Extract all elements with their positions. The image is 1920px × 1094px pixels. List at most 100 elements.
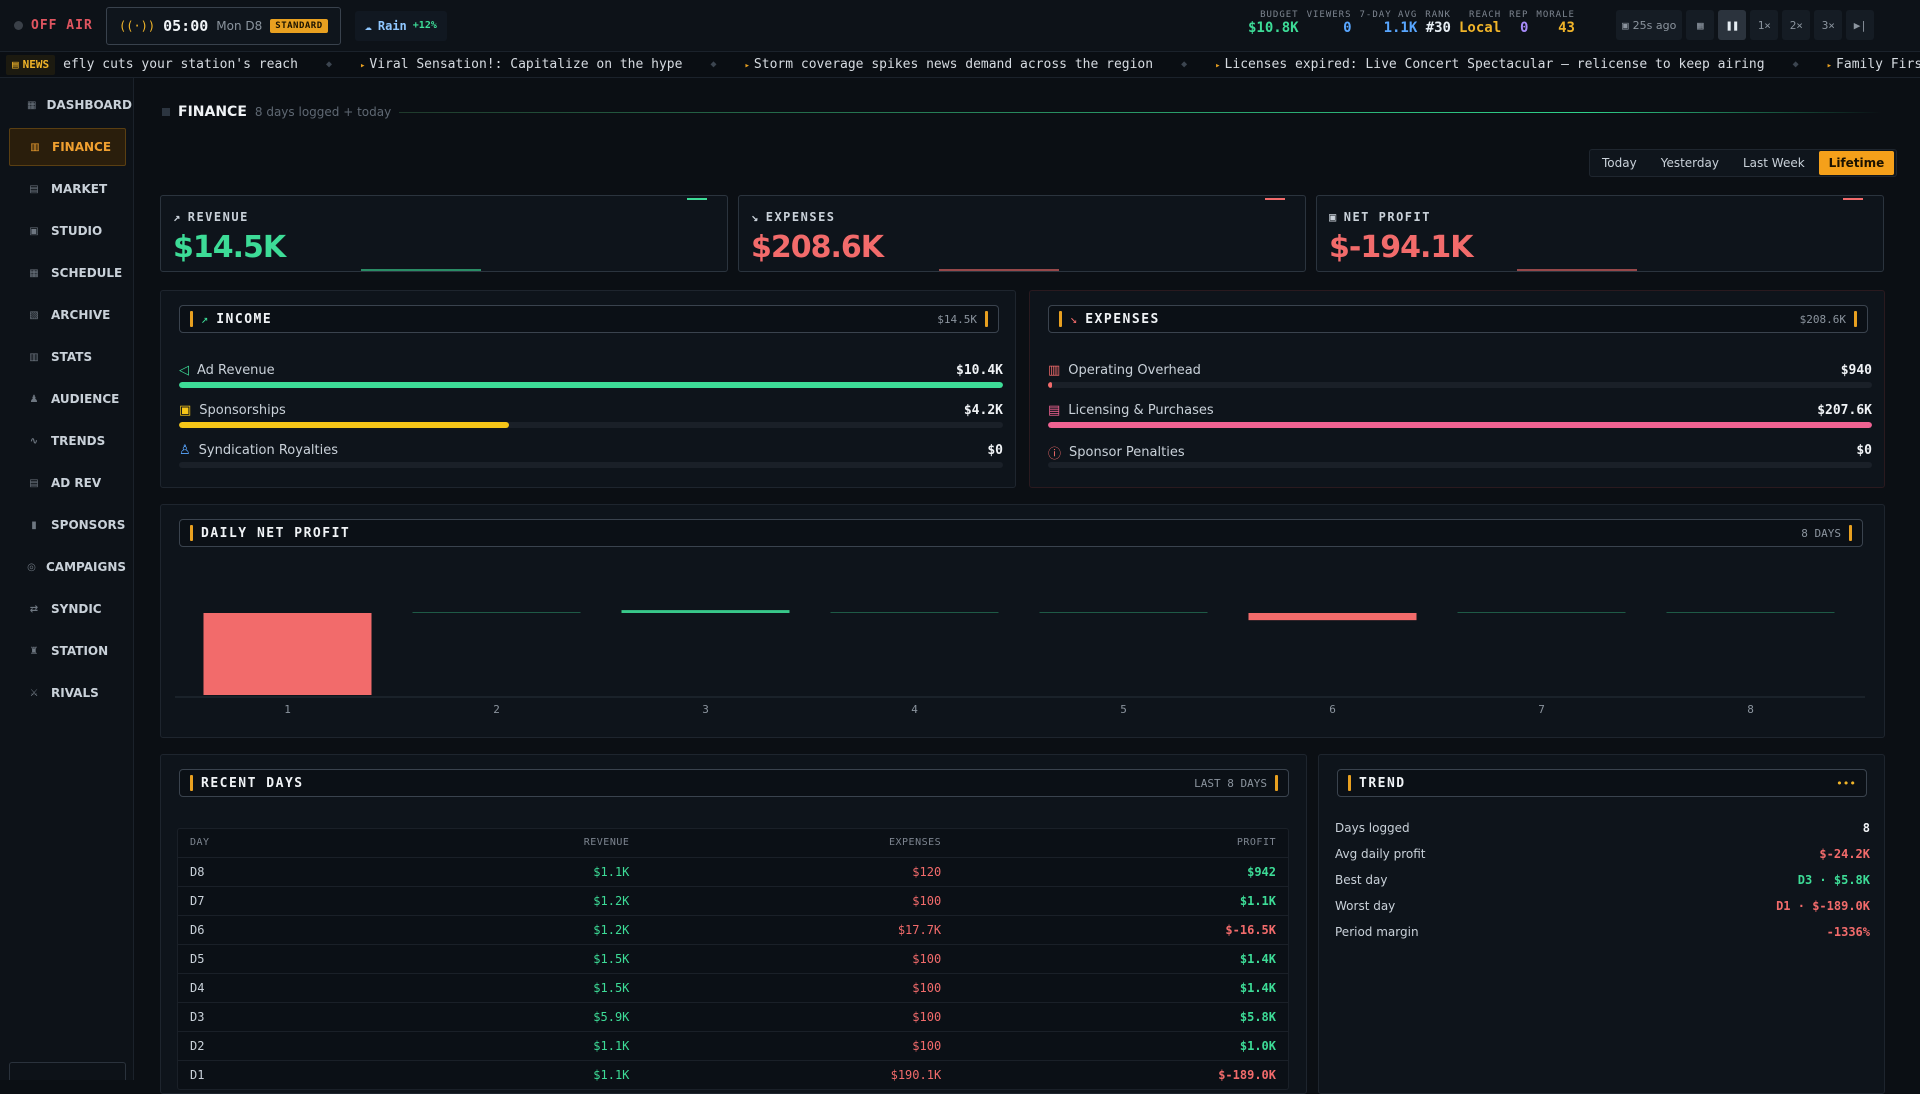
stat-value: 43: [1558, 20, 1575, 36]
daily-profit-badge: 8 DAYS: [1801, 526, 1841, 540]
row-bar-fill: [1048, 382, 1053, 388]
cell-expenses: $100: [641, 1001, 954, 1031]
sidebar-nav: ▦ DASHBOARD ▥ FINANCE ▤ MARKET ▣ STUDIO ▦ SCHEDUL…: [0, 78, 134, 1080]
row-bar-track: [1048, 462, 1872, 468]
sidebar-item-station[interactable]: ♜ STATION: [9, 632, 126, 670]
table-row[interactable]: D6 $1.2K $17.7K $-16.5K: [178, 914, 1288, 944]
table-row[interactable]: D4 $1.5K $100 $1.4K: [178, 972, 1288, 1002]
table-header-row: DAY REVENUE EXPENSES PROFIT: [178, 829, 1288, 857]
pause-button[interactable]: ❚❚: [1718, 10, 1747, 40]
pause-icon: ❚❚: [1725, 18, 1739, 32]
period-yesterday[interactable]: Yesterday: [1660, 156, 1719, 170]
table-row[interactable]: D8 $1.1K $120 $942: [178, 856, 1288, 886]
sidebar-item-ad-rev[interactable]: ▤ AD REV: [9, 464, 126, 502]
table-row[interactable]: D1 $1.1K $190.1K $-189.0K: [178, 1059, 1288, 1089]
stat-key: REP: [1509, 10, 1529, 20]
sidebar-item-dashboard[interactable]: ▦ DASHBOARD: [9, 86, 132, 124]
sidebar-footer[interactable]: [9, 1062, 126, 1080]
row-name-wrap: ▤ Licensing & Purchases: [1048, 403, 1214, 418]
cell-day: D6: [178, 914, 357, 944]
row-name: Operating Overhead: [1068, 363, 1201, 378]
period-last-week[interactable]: Last Week: [1742, 156, 1805, 170]
station-stats: BUDGET $10.8K VIEWERS 0 7-DAY AVG 1.1K RANK #30…: [1248, 10, 1575, 36]
stat-rep: REP 0: [1509, 10, 1528, 36]
period-selector: Today Yesterday Last Week Lifetime: [1589, 149, 1898, 177]
kpi-expenses: ↘ EXPENSES $208.6K: [738, 195, 1306, 272]
row-amount: $940: [1840, 363, 1872, 378]
cell-expenses: $100: [641, 1030, 954, 1060]
sidebar-item-archive[interactable]: ▧ ARCHIVE: [9, 296, 126, 334]
kpi-value: $-194.1K: [1329, 230, 1473, 265]
period-today[interactable]: Today: [1602, 156, 1637, 170]
grid-view-button[interactable]: ▦: [1686, 10, 1715, 40]
recent-days-table: DAY REVENUE EXPENSES PROFIT D8 $1.1K $120 $942…: [178, 829, 1288, 1089]
trend-row: Best day D3 · $5.8K: [1335, 867, 1870, 893]
speed-2x-button[interactable]: 2×: [1782, 10, 1811, 40]
sidebar-item-audience[interactable]: ♟ AUDIENCE: [9, 380, 126, 418]
sidebar-item-finance[interactable]: ▥ FINANCE: [9, 128, 126, 166]
stat-value: 0: [1519, 20, 1529, 36]
cell-day: D2: [178, 1030, 357, 1060]
expenses-row: ▤ Licensing & Purchases $207.6K: [1048, 403, 1872, 435]
ticker-item[interactable]: ▸ Viral Sensation!: Capitalize on the hyp…: [360, 57, 683, 72]
table-row[interactable]: D3 $5.9K $100 $5.8K: [178, 1001, 1288, 1031]
header-edge: [985, 311, 988, 327]
recent-days-title: RECENT DAYS: [201, 775, 304, 791]
chart-bar-5[interactable]: [1039, 612, 1208, 613]
sidebar-item-sponsors[interactable]: ▮ SPONSORS: [9, 506, 126, 544]
period-lifetime[interactable]: Lifetime: [1818, 151, 1895, 175]
chart-bar-4[interactable]: [830, 612, 999, 613]
speed-1x-button[interactable]: 1×: [1750, 10, 1779, 40]
cell-day: D4: [178, 972, 357, 1002]
news-badge: ▤ NEWS: [6, 54, 56, 75]
ticker-item[interactable]: ▸Family First: [1827, 57, 1920, 72]
row-bar-track: [179, 382, 1003, 388]
cell-profit: $942: [953, 856, 1288, 886]
recent-days-header: RECENT DAYS LAST 8 DAYS: [179, 769, 1289, 797]
chart-bar-1[interactable]: [203, 613, 372, 695]
chart-bar-8[interactable]: [1666, 612, 1835, 613]
kpi-label-wrap: ↘ EXPENSES: [751, 210, 836, 224]
chart-bar-6[interactable]: [1248, 613, 1417, 621]
table-row[interactable]: D5 $1.5K $100 $1.4K: [178, 943, 1288, 973]
chart-bar-2[interactable]: [412, 612, 581, 613]
sidebar-item-syndic[interactable]: ⇄ SYNDIC: [9, 590, 126, 628]
sidebar-item-label: STATION: [51, 644, 109, 658]
mode-badge: STANDARD: [270, 18, 328, 33]
sidebar-item-stats[interactable]: ▥ STATS: [9, 338, 126, 376]
sidebar-item-studio[interactable]: ▣ STUDIO: [9, 212, 126, 250]
speed-3x-button[interactable]: 3×: [1814, 10, 1843, 40]
sidebar-item-trends[interactable]: ∿ TRENDS: [9, 422, 126, 460]
column-header-profit: PROFIT: [1236, 837, 1276, 849]
ticker-text: efly cuts your station's reach: [63, 57, 298, 72]
table-row[interactable]: D2 $1.1K $100 $1.0K: [178, 1030, 1288, 1060]
kpi-label-wrap: ↗ REVENUE: [173, 210, 249, 224]
row-bar-track: [1048, 382, 1872, 388]
trend-value: 8: [1862, 821, 1870, 835]
sidebar-item-campaigns[interactable]: ◎ CAMPAIGNS: [9, 548, 126, 586]
ticker-item[interactable]: ▸ Licenses expired: Live Concert Spectacu…: [1215, 57, 1764, 72]
sidebar-item-schedule[interactable]: ▦ SCHEDULE: [9, 254, 126, 292]
sidebar-item-market[interactable]: ▤ MARKET: [9, 170, 126, 208]
ticker-item[interactable]: ▸ Storm coverage spikes news demand acros…: [745, 57, 1154, 72]
stat-key: REACH: [1469, 10, 1502, 20]
cell-revenue: $1.2K: [356, 914, 642, 944]
sponsors-icon: ▮: [31, 519, 37, 531]
save-status[interactable]: ▣ 25s ago: [1616, 10, 1683, 40]
chart-bar-3[interactable]: [621, 610, 790, 613]
cell-day: D1: [178, 1059, 357, 1089]
header-edge: [1854, 311, 1857, 327]
row-name-wrap: ♙ Syndication Royalties: [179, 443, 338, 458]
trend-value: -1336%: [1826, 925, 1870, 939]
sidebar-item-rivals[interactable]: ⚔ RIVALS: [9, 674, 126, 712]
recent-days-badge: LAST 8 DAYS: [1194, 776, 1267, 790]
header-edge: [1849, 525, 1852, 541]
cell-profit: $5.8K: [953, 1001, 1288, 1031]
skip-button[interactable]: ▶|: [1846, 10, 1875, 40]
table-row[interactable]: D7 $1.2K $100 $1.1K: [178, 885, 1288, 915]
kpi-value: $14.5K: [173, 230, 286, 265]
ticker-text: Viral Sensation!: Capitalize on the hype: [369, 57, 683, 72]
chart-bar-7[interactable]: [1457, 612, 1626, 613]
ticker-item[interactable]: efly cuts your station's reach: [63, 57, 298, 72]
cell-day: D5: [178, 943, 357, 973]
